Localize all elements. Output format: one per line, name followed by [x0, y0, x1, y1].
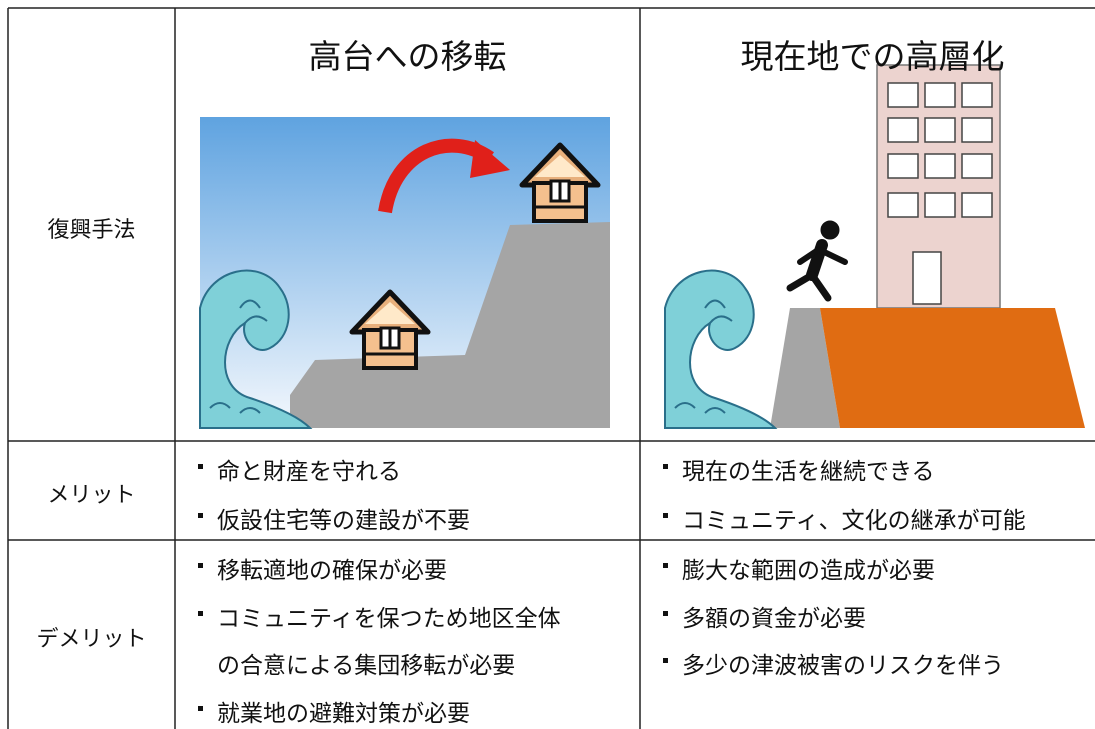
- item-text: 就業地の避難対策が必要: [217, 700, 470, 727]
- bullet: [198, 464, 203, 469]
- item-text: 現在の生活を継続できる: [682, 459, 935, 485]
- bullet: [198, 513, 203, 518]
- bullet: [663, 563, 668, 568]
- option-title: 現在地での高層化: [740, 37, 1005, 76]
- high-rise-illustration: [664, 64, 1085, 429]
- row-label: メリット: [47, 482, 136, 508]
- item-text: 仮設住宅等の建設が不要: [217, 508, 470, 534]
- row-label: 復興手法: [47, 218, 136, 243]
- option-title: 高台への移転: [308, 37, 507, 76]
- relocation-illustration: [199, 117, 610, 429]
- item-text: 移転適地の確保が必要: [217, 558, 447, 584]
- bullet: [663, 513, 668, 518]
- bullet: [198, 705, 203, 711]
- item-text: 命と財産を守れる: [217, 459, 401, 485]
- bullet: [198, 610, 203, 616]
- bullet: [663, 658, 668, 663]
- item-text: 多額の資金が必要: [682, 605, 866, 632]
- item-text: コミュニティ、文化の継承が可能: [682, 508, 1026, 534]
- item-text: の合意による集団移転が必要: [217, 653, 516, 679]
- row-label: デメリット: [36, 626, 147, 652]
- item-text: 多少の津波被害のリスクを伴う: [682, 653, 1004, 679]
- item-text: 膨大な範囲の造成が必要: [682, 558, 935, 584]
- bullet: [663, 610, 668, 616]
- bullet: [198, 563, 203, 568]
- item-text: コミュニティを保つため地区全体: [217, 605, 561, 632]
- bullet: [663, 464, 668, 469]
